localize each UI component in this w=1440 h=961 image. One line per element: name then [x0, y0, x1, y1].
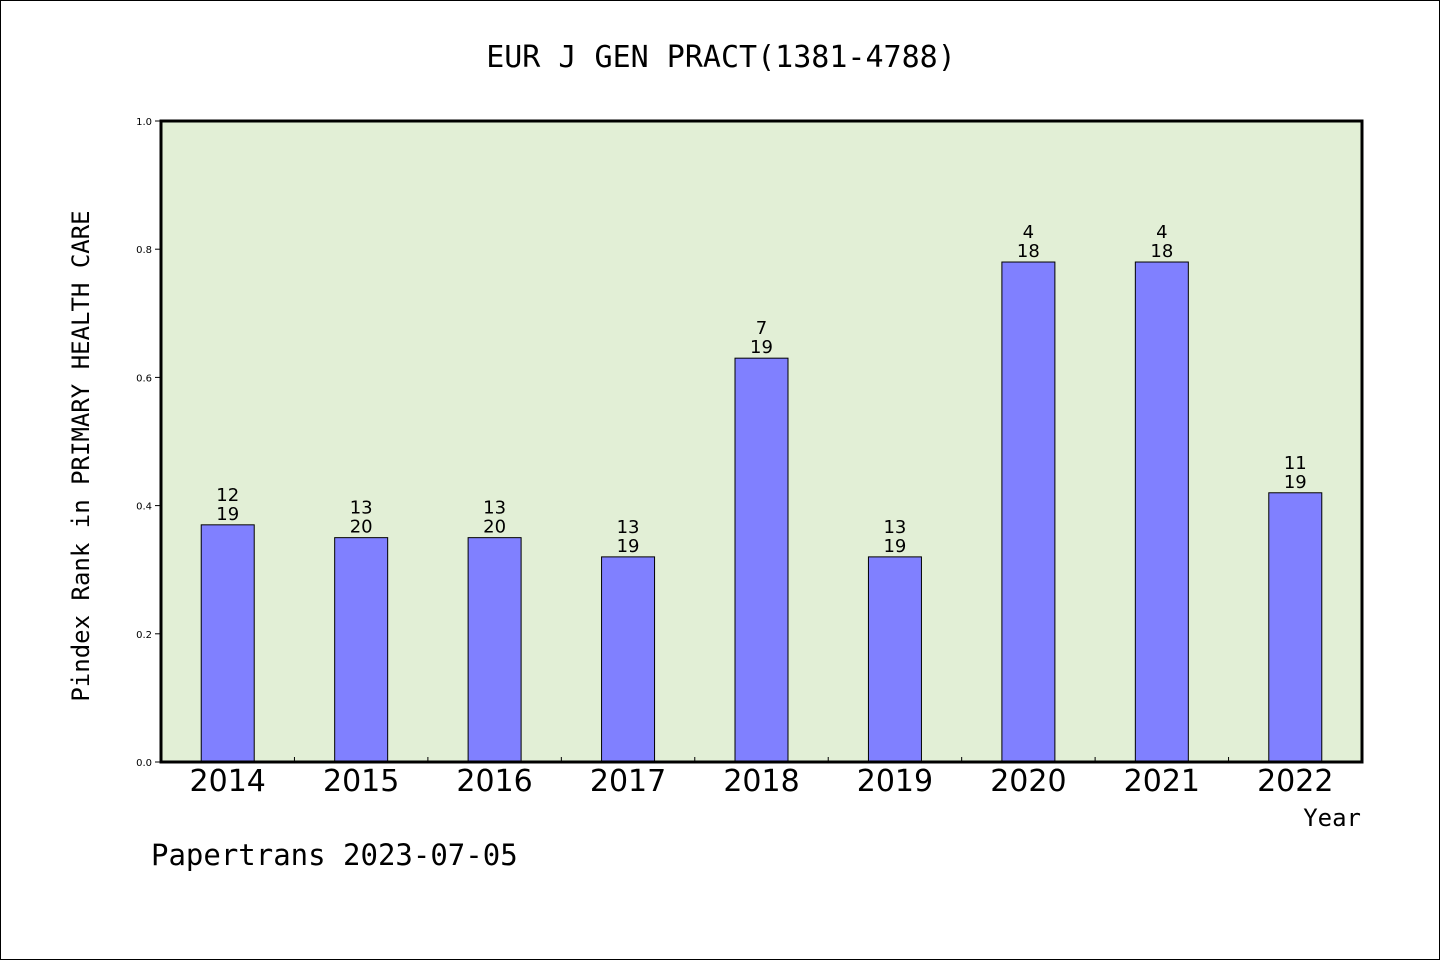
data-label-total-2020: 18 — [1017, 241, 1040, 262]
x-tick-label-2021: 2021 — [1124, 764, 1200, 799]
data-label-rank-2016: 13 — [483, 498, 506, 519]
data-label-rank-2020: 4 — [1023, 222, 1034, 243]
bar-2016 — [467, 537, 522, 763]
y-tick-label-0.2: 0.2 — [136, 630, 152, 641]
plot-border — [159, 119, 1364, 764]
x-tick-label-2016: 2016 — [456, 764, 532, 799]
data-label-rank-2015: 13 — [350, 498, 373, 519]
x-tick-label-2018: 2018 — [723, 764, 799, 799]
bar-2017 — [601, 556, 656, 763]
y-axis-label: Pindex Rank in PRIMARY HEALTH CARE — [67, 210, 95, 701]
y-tick-label-1.0: 1.0 — [136, 117, 152, 128]
footer-credit: Papertrans 2023-07-05 — [151, 838, 518, 872]
y-tick-label-0.6: 0.6 — [136, 373, 152, 384]
x-tick-label-2015: 2015 — [323, 764, 399, 799]
y-tick-label-0.8: 0.8 — [136, 245, 152, 256]
y-tick-label-0.4: 0.4 — [136, 502, 152, 513]
data-label-total-2014: 19 — [216, 504, 239, 525]
data-label-rank-2021: 4 — [1156, 222, 1167, 243]
data-label-total-2018: 19 — [750, 337, 773, 358]
x-tick-label-2020: 2020 — [990, 764, 1066, 799]
bar-2014 — [200, 524, 255, 763]
data-label-rank-2017: 13 — [617, 517, 640, 538]
data-label-rank-2018: 7 — [756, 318, 767, 339]
data-label-rank-2022: 11 — [1284, 453, 1307, 474]
bar-2020 — [1001, 261, 1056, 763]
y-tick-label-0.0: 0.0 — [136, 758, 152, 769]
bar-2018 — [734, 357, 789, 763]
bar-2015 — [334, 537, 389, 763]
bar-2021 — [1134, 261, 1189, 763]
data-label-total-2016: 20 — [483, 517, 506, 538]
data-label-rank-2014: 12 — [216, 485, 239, 506]
chart-title: EUR J GEN PRACT(1381-4788) — [486, 40, 956, 75]
bar-2022 — [1268, 492, 1323, 763]
data-label-total-2017: 19 — [617, 536, 640, 557]
x-tick-label-2017: 2017 — [590, 764, 666, 799]
data-label-total-2015: 20 — [350, 517, 373, 538]
data-label-total-2022: 19 — [1284, 472, 1307, 493]
data-label-rank-2019: 13 — [883, 517, 906, 538]
x-tick-label-2014: 2014 — [190, 764, 266, 799]
data-label-total-2021: 18 — [1150, 241, 1173, 262]
x-axis-label: Year — [1303, 804, 1361, 832]
x-tick-label-2019: 2019 — [857, 764, 933, 799]
bar-2019 — [867, 556, 922, 763]
x-tick-label-2022: 2022 — [1257, 764, 1333, 799]
data-label-total-2019: 19 — [883, 536, 906, 557]
